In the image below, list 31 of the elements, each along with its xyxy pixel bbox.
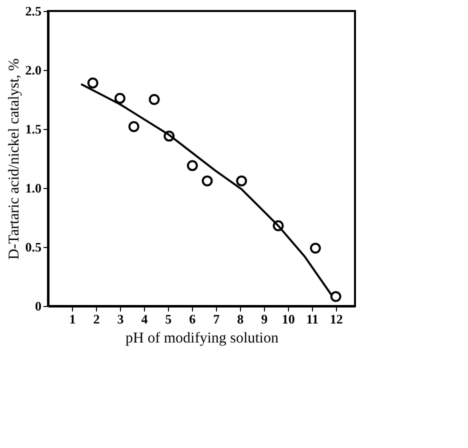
y-tick-label: 2.0 [25,62,42,78]
x-axis-title: pH of modifying solution [126,330,279,346]
point [87,78,98,88]
x-tick-label: 7 [213,312,220,326]
x-tick-label: 6 [189,312,196,326]
x-tick-label: 1 [69,312,76,326]
x-tick-label: 5 [165,312,172,326]
point [128,121,140,132]
y-tick-label: 0 [35,298,42,314]
y-tick-label: 1.0 [25,180,42,196]
x-tick-label: 12 [330,312,343,326]
x-tick-label: 10 [282,312,295,326]
point [236,175,248,186]
point [202,175,213,186]
point [114,92,126,104]
y-axis-title: D-Tartaric acid/nickel catalyst, % [6,58,22,260]
point [330,291,342,302]
x-tick-label: 2 [93,312,100,326]
point [148,94,160,105]
y-tick-label: 1.5 [25,122,42,136]
x-tick-label: 9 [261,312,268,326]
y-tick-label: 2.5 [25,4,42,18]
x-tick-label: 3 [117,312,124,326]
point [186,160,198,172]
point [310,242,321,254]
point [164,130,175,142]
y-tick-label: 0.5 [25,240,42,254]
point [272,220,284,232]
x-tick-label: 11 [306,312,318,326]
x-tick-label: 4 [141,312,148,326]
x-tick-label: 8 [237,312,244,326]
